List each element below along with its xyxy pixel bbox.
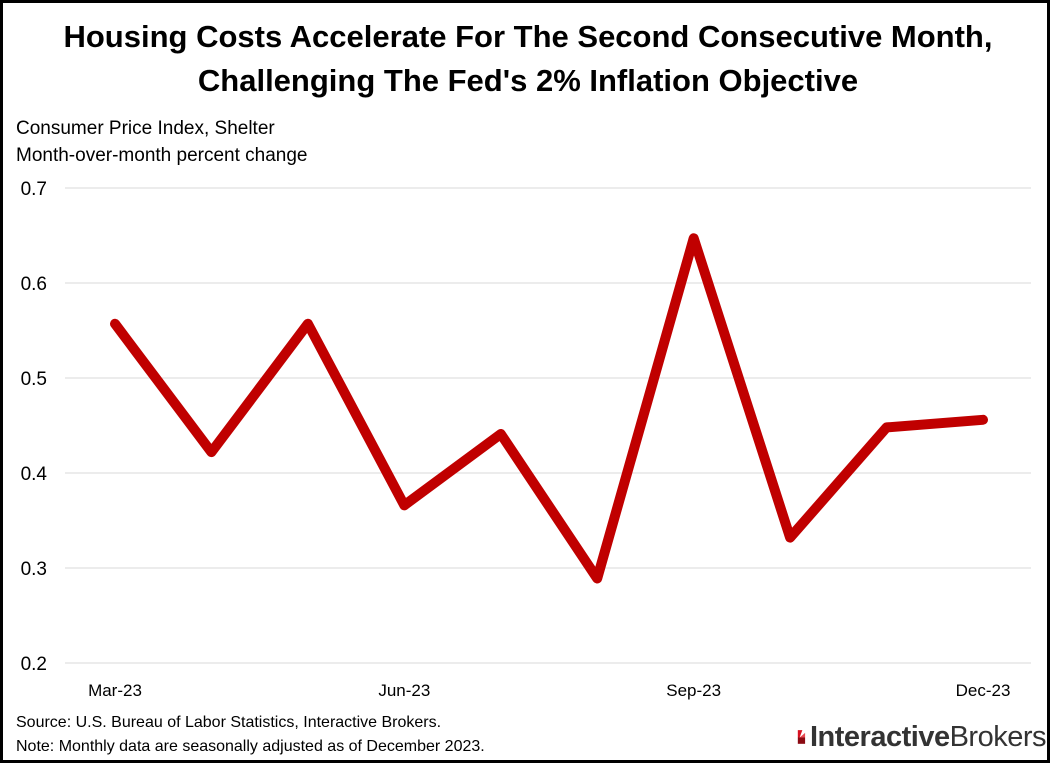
y-tick-label: 0.2 (21, 654, 47, 675)
logo-text-brokers: Brokers (950, 721, 1046, 754)
y-tick-label: 0.4 (21, 464, 48, 485)
y-tick-label: 0.5 (21, 369, 47, 390)
footnote: Note: Monthly data are seasonally adjust… (16, 738, 485, 756)
y-axis-ticks: 0.2 0.3 0.4 0.5 0.6 0.7 (21, 179, 48, 675)
logo-text-interactive: Interactive (810, 721, 950, 754)
y-tick-label: 0.3 (21, 559, 47, 580)
x-tick-label: Dec-23 (956, 681, 1011, 700)
source-note: Source: U.S. Bureau of Labor Statistics,… (16, 714, 441, 732)
line-chart: 0.2 0.3 0.4 0.5 0.6 0.7 Mar-23 Jun-23 Sep-23 Dec… (3, 3, 1050, 766)
x-axis-ticks: Mar-23 Jun-23 Sep-23 Dec-23 (88, 681, 1010, 700)
series-line (115, 238, 983, 578)
x-tick-label: Jun-23 (378, 681, 430, 700)
y-tick-label: 0.6 (21, 274, 47, 295)
x-tick-label: Sep-23 (666, 681, 721, 700)
interactive-brokers-logo-icon (796, 720, 806, 754)
series-group (115, 238, 983, 578)
y-tick-label: 0.7 (21, 179, 47, 200)
x-tick-label: Mar-23 (88, 681, 142, 700)
